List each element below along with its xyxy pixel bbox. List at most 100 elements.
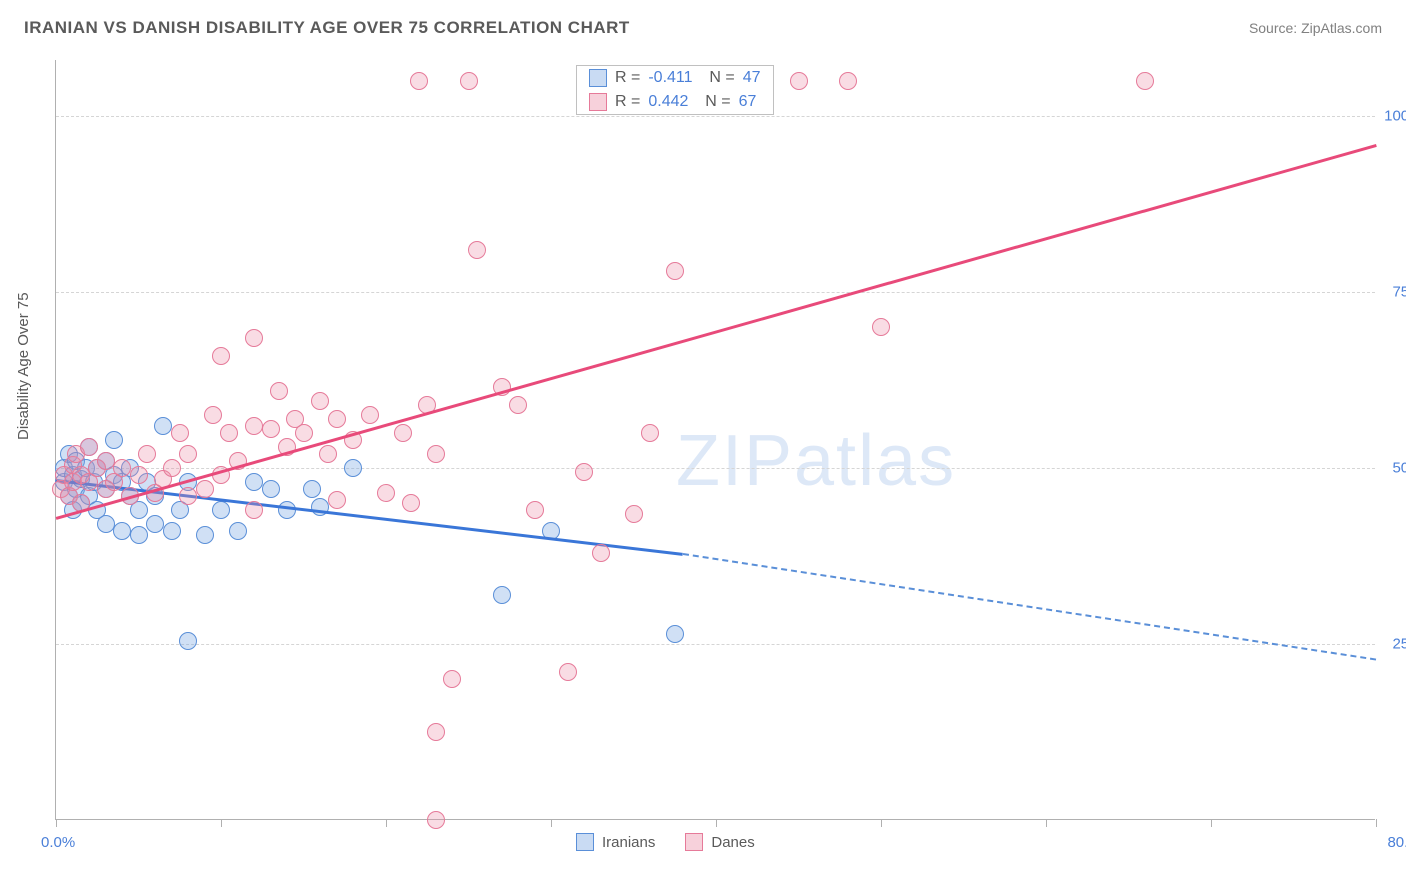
data-point	[204, 406, 222, 424]
data-point	[1136, 72, 1154, 90]
x-tick	[881, 819, 882, 827]
x-axis-max-label: 80.0%	[1387, 834, 1406, 851]
data-point	[839, 72, 857, 90]
n-value-danes: 67	[739, 93, 757, 111]
data-point	[625, 505, 643, 523]
data-point	[262, 420, 280, 438]
x-tick	[716, 819, 717, 827]
data-point	[113, 522, 131, 540]
n-label: N =	[701, 69, 735, 87]
correlation-legend: R = -0.411 N = 47 R = 0.442 N = 67	[576, 65, 774, 115]
legend-label-danes: Danes	[711, 834, 754, 851]
swatch-pink-icon	[685, 833, 703, 851]
data-point	[245, 501, 263, 519]
data-point	[377, 484, 395, 502]
data-point	[179, 632, 197, 650]
data-point	[361, 406, 379, 424]
data-point	[295, 424, 313, 442]
data-point	[311, 392, 329, 410]
x-tick	[551, 819, 552, 827]
data-point	[493, 586, 511, 604]
data-point	[641, 424, 659, 442]
data-point	[229, 522, 247, 540]
data-point	[196, 480, 214, 498]
x-tick	[1046, 819, 1047, 827]
data-point	[97, 452, 115, 470]
swatch-blue-icon	[589, 69, 607, 87]
data-point	[303, 480, 321, 498]
data-point	[113, 459, 131, 477]
data-point	[278, 501, 296, 519]
data-point	[163, 522, 181, 540]
series-legend: Iranians Danes	[576, 833, 755, 851]
n-label: N =	[696, 93, 730, 111]
data-point	[80, 438, 98, 456]
r-value-iranians: -0.411	[648, 69, 692, 87]
x-axis-min-label: 0.0%	[41, 834, 75, 851]
gridline	[56, 468, 1375, 469]
data-point	[245, 417, 263, 435]
legend-row-iranians: R = -0.411 N = 47	[577, 66, 773, 90]
data-point	[171, 424, 189, 442]
data-point	[130, 466, 148, 484]
data-point	[872, 318, 890, 336]
gridline	[56, 292, 1375, 293]
y-axis-label: Disability Age Over 75	[15, 292, 32, 440]
data-point	[509, 396, 527, 414]
data-point	[394, 424, 412, 442]
r-value-danes: 0.442	[648, 93, 688, 111]
x-tick	[221, 819, 222, 827]
source-label: Source: ZipAtlas.com	[1249, 20, 1382, 36]
data-point	[410, 72, 428, 90]
chart-plot-area: ZIPatlas R = -0.411 N = 47 R = 0.442 N =…	[55, 60, 1375, 820]
data-point	[319, 445, 337, 463]
data-point	[105, 431, 123, 449]
chart-title: IRANIAN VS DANISH DISABILITY AGE OVER 75…	[24, 18, 630, 38]
data-point	[427, 811, 445, 829]
data-point	[212, 347, 230, 365]
y-tick-label: 100.0%	[1384, 108, 1406, 125]
data-point	[97, 515, 115, 533]
data-point	[443, 670, 461, 688]
data-point	[138, 445, 156, 463]
data-point	[790, 72, 808, 90]
x-tick	[1376, 819, 1377, 827]
x-tick	[386, 819, 387, 827]
y-tick-label: 50.0%	[1392, 460, 1406, 477]
r-label: R =	[615, 93, 640, 111]
data-point	[427, 723, 445, 741]
data-point	[666, 262, 684, 280]
data-point	[575, 463, 593, 481]
data-point	[328, 410, 346, 428]
data-point	[212, 501, 230, 519]
swatch-blue-icon	[576, 833, 594, 851]
y-tick-label: 75.0%	[1392, 284, 1406, 301]
legend-item-danes: Danes	[685, 833, 754, 851]
gridline	[56, 116, 1375, 117]
legend-item-iranians: Iranians	[576, 833, 655, 851]
data-point	[163, 459, 181, 477]
data-point	[262, 480, 280, 498]
data-point	[245, 329, 263, 347]
data-point	[344, 459, 362, 477]
data-point	[526, 501, 544, 519]
y-tick-label: 25.0%	[1392, 636, 1406, 653]
data-point	[179, 445, 197, 463]
data-point	[130, 526, 148, 544]
data-point	[468, 241, 486, 259]
legend-label-iranians: Iranians	[602, 834, 655, 851]
x-tick	[56, 819, 57, 827]
n-value-iranians: 47	[743, 69, 761, 87]
data-point	[179, 487, 197, 505]
swatch-pink-icon	[589, 93, 607, 111]
r-label: R =	[615, 69, 640, 87]
watermark: ZIPatlas	[676, 420, 956, 502]
data-point	[245, 473, 263, 491]
data-point	[592, 544, 610, 562]
data-point	[146, 515, 164, 533]
data-point	[559, 663, 577, 681]
data-point	[460, 72, 478, 90]
data-point	[154, 417, 172, 435]
data-point	[220, 424, 238, 442]
data-point	[402, 494, 420, 512]
